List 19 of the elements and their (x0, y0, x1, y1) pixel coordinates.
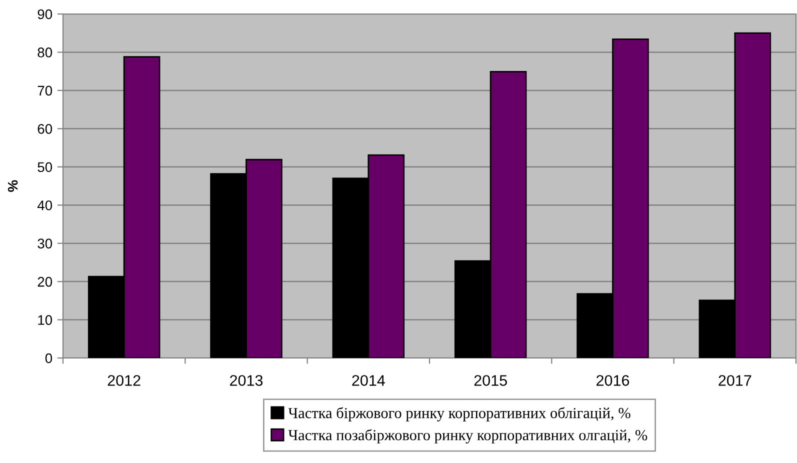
y-tick-label: 70 (38, 86, 52, 96)
y-tick-label: 80 (38, 48, 52, 58)
legend-label: Частка позабіржового ринку корпоративних олгацій, % (288, 429, 648, 444)
y-tick-label: 10 (38, 315, 52, 325)
x-tick-label: 2015 (474, 375, 507, 386)
legend-label: Частка біржового ринку корпоративних облігацій, % (288, 407, 630, 422)
y-tick-label: 60 (38, 124, 52, 134)
y-tick-label: 90 (38, 9, 52, 20)
y-tick-label: 50 (38, 162, 52, 172)
y-tick-label: 30 (38, 238, 52, 249)
x-tick-label: 2014 (352, 375, 385, 386)
x-tick-label: 2017 (718, 375, 752, 386)
y-axis-title: % (8, 180, 18, 192)
x-tick-label: 2013 (230, 375, 263, 386)
x-tick-label: 2012 (108, 375, 140, 386)
y-tick-label: 0 (45, 353, 52, 364)
x-tick-label: 2016 (596, 375, 630, 386)
y-tick-label: 40 (37, 200, 52, 210)
y-tick-label: 20 (38, 276, 52, 287)
